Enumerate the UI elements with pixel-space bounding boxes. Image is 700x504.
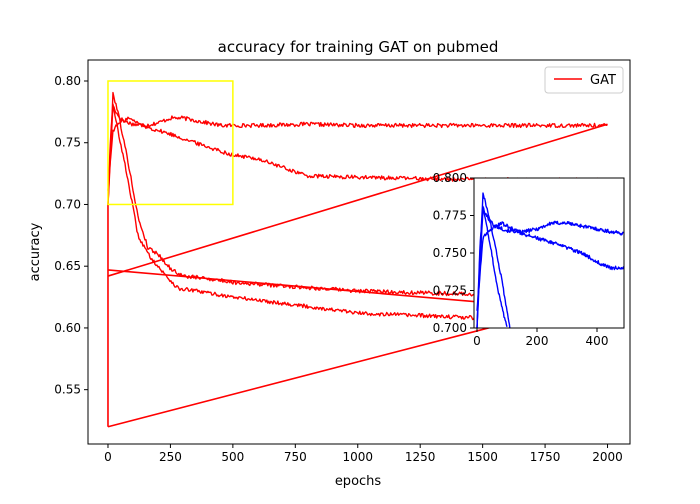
x-tick-label: 250	[159, 450, 182, 464]
inset-y-tick-label: 0.725	[433, 284, 467, 298]
inset-series-line-1	[476, 206, 624, 328]
plot-frame	[87, 59, 631, 445]
zoom-box	[107, 80, 234, 206]
inset-series-line-2	[476, 221, 624, 311]
y-axis-label: accuracy	[28, 222, 43, 281]
chart-title: accuracy for training GAT on pubmed	[218, 38, 499, 56]
x-tick-label: 500	[221, 450, 244, 464]
series-line-val_acc_high	[107, 105, 608, 206]
series-connector-4	[107, 123, 608, 277]
x-axis-ticks: 0 250 500 750 1000 1250 1500 1750 2000	[104, 444, 623, 464]
inset-y-tick-label: 0.750	[433, 246, 467, 260]
x-tick-label: 750	[284, 450, 307, 464]
inset-series-line-4	[476, 205, 508, 328]
inset-y-tick-label: 0.800	[433, 171, 467, 185]
x-tick-label: 1250	[405, 450, 436, 464]
y-tick-label: 0.55	[54, 383, 81, 397]
x-axis-label: epochs	[335, 474, 382, 489]
inset-x-ticks: 0 200 400	[473, 328, 608, 348]
legend-box	[544, 66, 624, 94]
inset-background	[474, 178, 624, 328]
x-tick-label: 2000	[592, 450, 623, 464]
inset-x-tick-label: 0	[473, 334, 481, 348]
inset-y-tick-label: 0.775	[433, 209, 467, 223]
inset-y-ticks: 0.700 0.725 0.750 0.775 0.800	[433, 171, 474, 335]
y-tick-label: 0.75	[54, 136, 81, 150]
y-tick-label: 0.80	[54, 74, 81, 88]
y-tick-label: 0.65	[54, 259, 81, 273]
inset-y-tick-label: 0.700	[433, 321, 467, 335]
y-tick-label: 0.70	[54, 197, 81, 211]
y-axis-ticks: 0.55 0.60 0.65 0.70 0.75 0.80	[54, 74, 88, 397]
inset-series-group	[476, 192, 624, 328]
inset-x-tick-label: 200	[526, 334, 549, 348]
x-tick-label: 1500	[467, 450, 498, 464]
x-tick-label: 1750	[530, 450, 561, 464]
x-tick-label: 1000	[342, 450, 373, 464]
inset-series-line-3	[476, 192, 511, 328]
legend-label: GAT	[590, 73, 616, 88]
x-tick-label: 0	[104, 450, 112, 464]
inset-x-tick-label: 400	[586, 334, 609, 348]
y-tick-label: 0.60	[54, 321, 81, 335]
legend: GAT	[544, 66, 624, 94]
